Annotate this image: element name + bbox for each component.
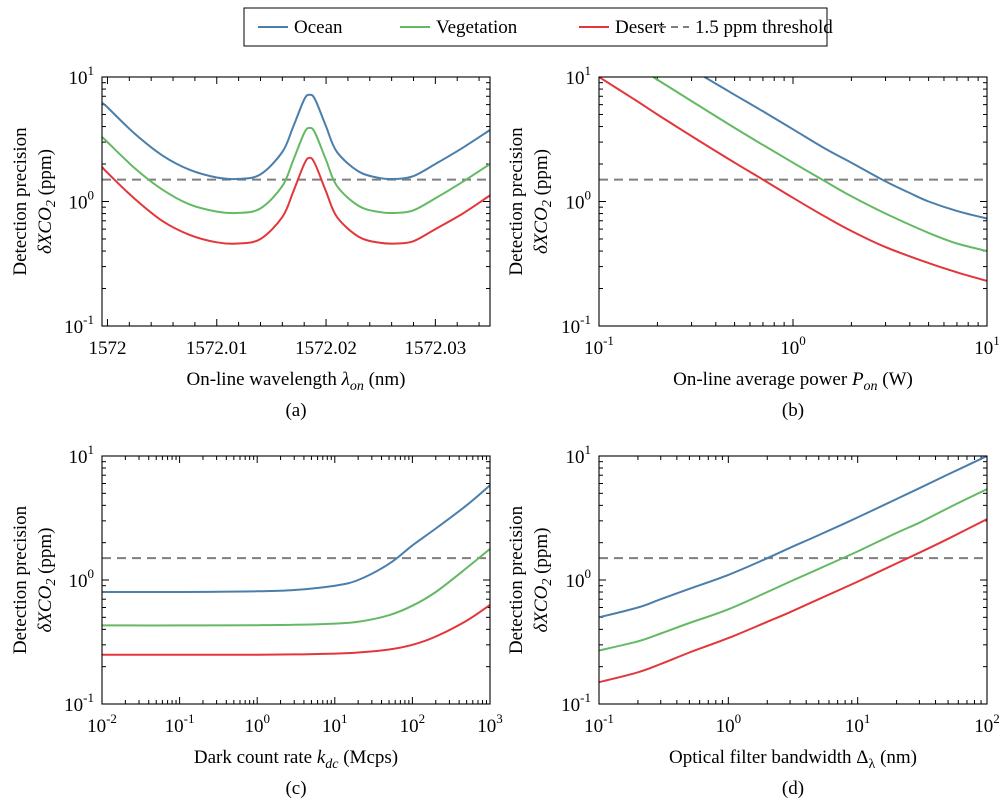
panel-label: (c) [285, 778, 306, 799]
legend-label-2: Vegetation [436, 17, 518, 38]
x-tick-label: 102 [400, 711, 426, 737]
series-vegetation-line [599, 488, 987, 652]
x-tick-label: 10-2 [87, 711, 117, 737]
x-tick-label: 1572.03 [404, 338, 466, 359]
y-tick-label: 100 [69, 188, 95, 214]
y-tick-label: 10-1 [561, 690, 591, 716]
x-tick-label: 1572 [88, 338, 126, 359]
legend: Ocean Vegetation Desert 1.5 ppm threshold [243, 7, 833, 47]
panel-b: 10-1 100 101 10-1 100 101 Detection precision δ… [506, 63, 1000, 421]
y-tick-label: 10-1 [561, 312, 591, 338]
panel-a: 10-1 100 101 1572 1572.01 1572.02 1572.03 Detec… [10, 63, 491, 421]
y-axis-label: Detection precision [506, 127, 527, 276]
series-vegetation-line [102, 126, 490, 215]
series-ocean-line [599, 456, 987, 619]
y-tick-label: 101 [566, 442, 592, 468]
plot-frame [101, 76, 491, 327]
series-ocean-line [703, 77, 987, 220]
x-tick-label: 100 [780, 333, 806, 359]
series-vegetation-line [652, 77, 987, 252]
y-axis-label-2: δXCO2 (ppm) [531, 527, 555, 632]
x-tick-label: 10-1 [165, 711, 195, 737]
x-axis-label: On-line average power Pon (W) [673, 369, 913, 394]
series-desert-line [102, 604, 490, 656]
y-axis-label-2: δXCO2 (ppm) [531, 149, 555, 254]
legend-label-3: Desert [615, 17, 665, 38]
x-tick-label: 102 [974, 711, 1000, 737]
x-tick-label: 1572.02 [295, 338, 357, 359]
y-tick-label: 101 [566, 63, 592, 89]
series-vegetation-line [102, 548, 490, 627]
panel-label: (d) [782, 778, 804, 799]
plot-frame [598, 76, 988, 327]
y-axis-label: Detection precision [10, 127, 31, 276]
x-axis-label: Optical filter bandwidth Δλ (nm) [669, 747, 917, 772]
panel-label: (b) [782, 400, 804, 421]
x-tick-label: 100 [244, 711, 270, 737]
x-tick-label: 100 [716, 711, 742, 737]
legend-label-1: Ocean [294, 17, 343, 38]
legend-label-4: 1.5 ppm threshold [695, 17, 833, 38]
y-axis-label: Detection precision [506, 505, 527, 654]
x-tick-label: 103 [477, 711, 503, 737]
x-tick-label: 101 [845, 711, 871, 737]
y-axis-label-2: δXCO2 (ppm) [35, 149, 59, 254]
y-tick-label: 101 [69, 442, 95, 468]
plot-frame [598, 455, 988, 705]
panel-label: (a) [285, 400, 306, 421]
y-axis-label: Detection precision [10, 505, 31, 654]
x-tick-label: 10-1 [584, 711, 614, 737]
x-tick-label: 1572.01 [186, 338, 248, 359]
x-tick-label: 101 [322, 711, 348, 737]
y-tick-label: 10-1 [64, 690, 94, 716]
series-desert-line [102, 156, 490, 245]
x-tick-label: 101 [974, 333, 1000, 359]
panel-d: 10-1 100 101 10-1 100 101 102 Detection precisi… [506, 442, 1000, 799]
series-desert-line [599, 518, 987, 684]
plot-frame [101, 455, 491, 705]
series-desert-line [599, 77, 987, 282]
series-ocean-line [102, 484, 490, 594]
legend-box [243, 7, 828, 47]
series-ocean-line [102, 93, 490, 181]
y-tick-label: 100 [566, 566, 592, 592]
x-axis-label: On-line wavelength λon (nm) [186, 369, 405, 394]
x-tick-label: 10-1 [584, 333, 614, 359]
y-axis-label-2: δXCO2 (ppm) [35, 527, 59, 632]
y-tick-label: 100 [566, 188, 592, 214]
y-tick-label: 10-1 [64, 312, 94, 338]
y-tick-label: 100 [69, 566, 95, 592]
x-axis-label: Dark count rate kdc (Mcps) [194, 747, 398, 772]
y-tick-label: 101 [69, 63, 95, 89]
